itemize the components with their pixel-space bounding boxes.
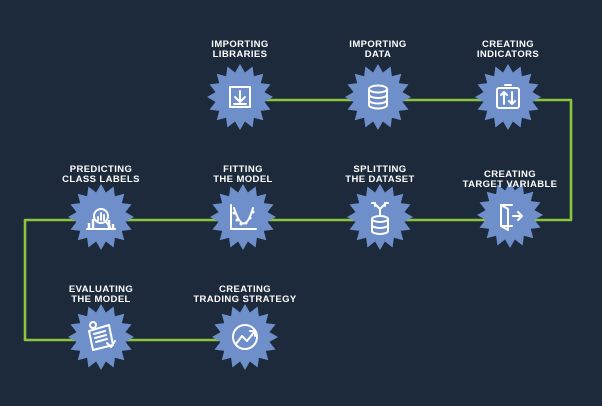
starburst-badge — [210, 184, 276, 250]
step-label-line: TARGET VARIABLE — [463, 179, 558, 190]
step-label-line: PREDICTING — [70, 164, 133, 175]
trend-arrow-icon — [232, 324, 258, 350]
magnifier-bar-chart-icon — [86, 208, 116, 230]
step-label-line: THE MODEL — [71, 294, 131, 305]
split-database-icon — [371, 202, 389, 235]
step-label-line: EVALUATING — [69, 284, 133, 295]
starburst-badge — [212, 304, 278, 370]
step-label-line: THE MODEL — [213, 174, 273, 185]
step-label-line: TRADING STRATEGY — [193, 294, 297, 305]
step-label-line: THE DATASET — [345, 174, 415, 185]
step-label-line: CREATING — [484, 169, 536, 180]
up-down-arrows-icon — [496, 84, 520, 109]
starburst-badge — [477, 182, 543, 248]
starburst-badge — [475, 64, 541, 130]
report-checklist-icon — [88, 321, 116, 351]
step-label-line: FITTING — [223, 164, 263, 175]
step-label-line: INDICATORS — [477, 49, 539, 60]
curve-fit-chart-icon — [230, 204, 257, 230]
download-icon — [229, 86, 251, 108]
exit-door-icon — [500, 204, 523, 231]
step-label-line: DATA — [365, 49, 392, 60]
step-label-line: CREATING — [482, 39, 534, 50]
step-label-line: CLASS LABELS — [62, 174, 140, 185]
database-icon — [368, 84, 388, 110]
step-label-line: CREATING — [219, 284, 271, 295]
step-label-line: IMPORTING — [349, 39, 406, 50]
step-label-line: LIBRARIES — [213, 49, 268, 60]
step-label-line: SPLITTING — [353, 164, 406, 175]
step-label-line: IMPORTING — [211, 39, 268, 50]
